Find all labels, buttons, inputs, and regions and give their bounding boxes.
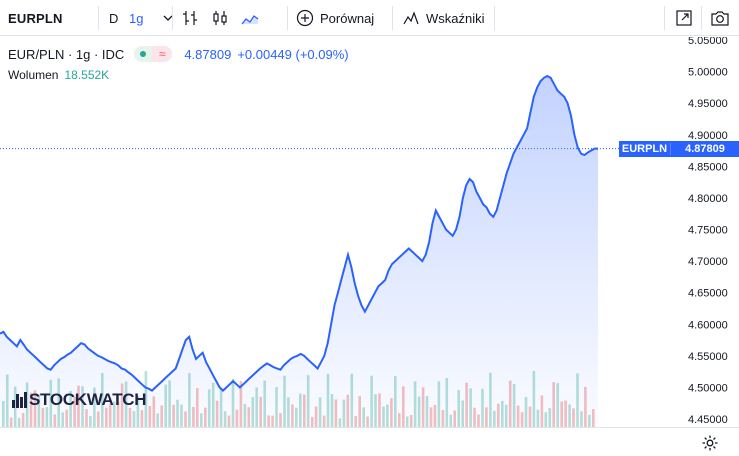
price-axis-tick: 4.90000 xyxy=(688,130,728,142)
volume-label: Wolumen xyxy=(8,68,59,82)
indicators-icon xyxy=(403,11,419,25)
toolbar-divider xyxy=(98,6,99,30)
price-axis-tick: 5.05000 xyxy=(688,37,728,47)
interval-d-button[interactable]: D xyxy=(109,10,119,26)
settings-gear-icon[interactable] xyxy=(701,434,719,452)
price-axis-tick: 4.65000 xyxy=(688,288,728,300)
chart-toolbar: EURPLN D 1g Porównaj Wskaźniki xyxy=(0,0,739,36)
toolbar-divider xyxy=(392,6,393,30)
volume-value: 18.552K xyxy=(64,68,110,82)
price-area-fill xyxy=(0,76,598,427)
indicators-label: Wskaźniki xyxy=(426,10,485,26)
camera-icon[interactable] xyxy=(708,0,732,36)
price-axis-tick: 5.00000 xyxy=(688,67,728,79)
price-axis-tick: 4.80000 xyxy=(688,193,728,205)
price-axis-tick: 4.45000 xyxy=(688,414,728,426)
legend-change: +0.00449 (+0.09%) xyxy=(237,46,349,62)
price-tag-value: 4.87809 xyxy=(685,142,725,155)
candle-chart-type-icon[interactable] xyxy=(208,0,232,36)
data-delay-icon: ≈ xyxy=(152,46,173,62)
price-axis-tick: 4.60000 xyxy=(688,319,728,331)
toolbar-divider xyxy=(664,6,665,30)
compare-label: Porównaj xyxy=(320,10,375,26)
toolbar-divider xyxy=(494,6,495,30)
toolbar-divider xyxy=(172,6,173,30)
price-axis-tick: 4.55000 xyxy=(688,351,728,363)
legend-price: 4.87809 xyxy=(184,46,232,62)
chart-legend: EUR/PLN · 1g · IDC ≈ 4.87809 +0.00449 (+… xyxy=(8,44,349,86)
area-chart-type-icon[interactable] xyxy=(238,0,262,36)
plus-circle-icon xyxy=(296,9,314,27)
compare-button[interactable]: Porównaj xyxy=(296,0,374,36)
last-price-tag: EURPLN 4.87809 xyxy=(619,140,739,157)
price-axis-tick: 4.70000 xyxy=(688,256,728,268)
price-tag-symbol: EURPLN xyxy=(619,142,671,155)
bar-chart-type-icon[interactable] xyxy=(178,0,202,36)
toolbar-divider xyxy=(701,6,702,30)
price-axis-tick: 4.85000 xyxy=(688,161,728,173)
toolbar-divider xyxy=(287,6,288,30)
stockwatch-logo: STOCKWATCH xyxy=(12,390,147,410)
logo-bars-icon xyxy=(12,392,27,408)
interval-1g-button[interactable]: 1g xyxy=(129,10,144,26)
indicators-button[interactable]: Wskaźniki xyxy=(402,0,485,36)
interval-dropdown-chevron-icon[interactable] xyxy=(156,0,180,36)
price-line xyxy=(0,74,598,392)
price-axis-tick: 4.75000 xyxy=(688,225,728,237)
legend-title: EUR/PLN · 1g · IDC xyxy=(8,46,125,62)
price-axis-tick: 4.95000 xyxy=(688,98,728,110)
market-open-icon xyxy=(134,46,153,62)
logo-text: STOCKWATCH xyxy=(29,390,147,409)
price-axis-tick: 4.50000 xyxy=(688,382,728,394)
fullscreen-icon[interactable] xyxy=(672,0,696,36)
price-axis[interactable]: 5.05000 5.00000 4.95000 4.90000 4.85000 4.800… xyxy=(688,37,728,426)
symbol-search-button[interactable]: EURPLN xyxy=(8,10,63,26)
price-chart[interactable]: 5.05000 5.00000 4.95000 4.90000 4.85000 4.800… xyxy=(0,37,739,428)
market-status-badges: ≈ xyxy=(134,46,173,62)
